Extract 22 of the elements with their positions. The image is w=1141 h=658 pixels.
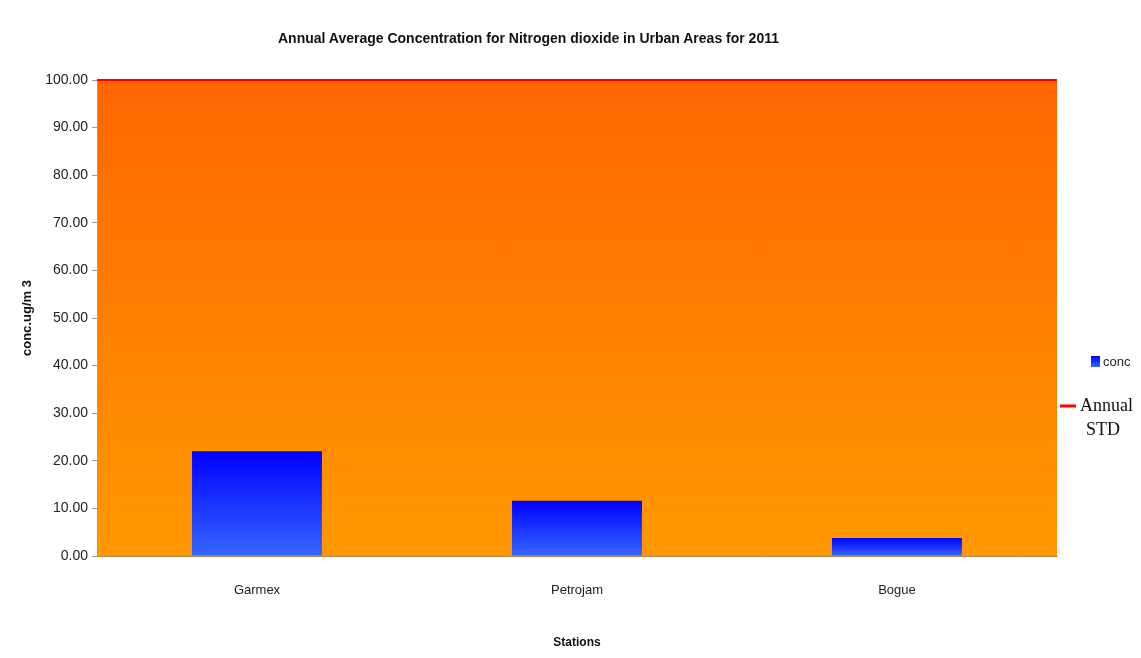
y-tick-label: 100.00 xyxy=(45,70,89,87)
bar xyxy=(192,451,322,556)
bar xyxy=(512,500,642,556)
y-tick-label: 90.00 xyxy=(52,118,89,135)
x-tick-label: Bogue xyxy=(878,582,916,598)
chart-title: Annual Average Concentration for Nitrogen dioxide in Urban Areas for 2011 xyxy=(278,30,780,47)
x-axis-title: Stations xyxy=(553,635,601,650)
x-tick-label: Garmex xyxy=(233,582,281,598)
y-tick-label: 20.00 xyxy=(52,451,89,468)
y-tick-label: 70.00 xyxy=(52,213,89,230)
y-tick-label: 30.00 xyxy=(52,404,89,421)
y-tick-label: 80.00 xyxy=(52,166,89,183)
x-tick-label: Petrojam xyxy=(550,582,604,598)
bar xyxy=(832,537,962,556)
legend-label: Annual STD xyxy=(1080,394,1133,439)
y-tick-label: 50.00 xyxy=(52,308,89,325)
y-tick-label: 60.00 xyxy=(52,261,89,278)
legend-label: conc xyxy=(1103,353,1131,369)
y-tick-label: 10.00 xyxy=(52,499,89,516)
y-axis-title: conc.ug/m 3 xyxy=(19,280,35,356)
y-tick-label: 40.00 xyxy=(52,356,89,373)
y-tick-label: 0.00 xyxy=(60,546,89,563)
